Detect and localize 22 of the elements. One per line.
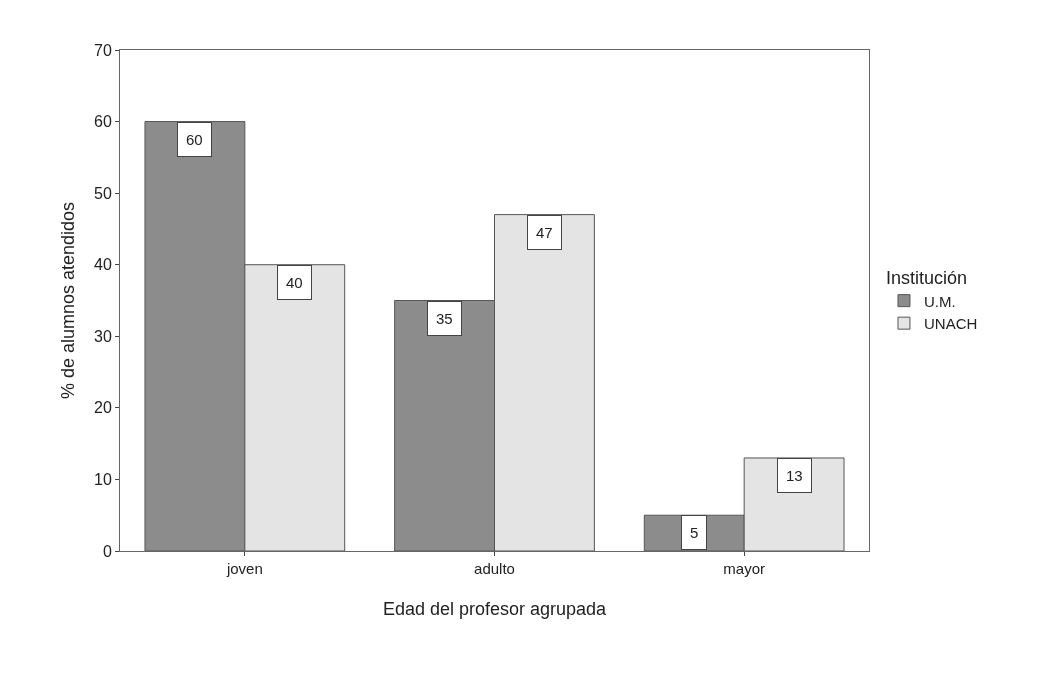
- y-tick-label: 20: [94, 399, 112, 417]
- y-tick-label: 70: [94, 41, 112, 59]
- data-label: 47: [536, 224, 553, 241]
- data-label: 5: [690, 524, 699, 541]
- legend-label: U.M.: [923, 292, 956, 310]
- legend-title: Institución: [885, 268, 968, 289]
- y-tick-label: 0: [102, 542, 112, 560]
- y-tick-label: 30: [94, 327, 112, 345]
- x-tick-label: adulto: [474, 560, 515, 577]
- y-tick-label: 10: [94, 471, 112, 489]
- y-tick-label: 60: [94, 113, 112, 131]
- y-tick-label: 50: [94, 184, 112, 202]
- y-tick-label: 40: [94, 256, 112, 274]
- x-tick-label: mayor: [723, 560, 766, 577]
- y-axis-title: % de alumnos atendidos: [58, 201, 78, 400]
- data-label: 40: [286, 274, 303, 291]
- data-label: 60: [186, 131, 203, 148]
- x-axis-title: Edad del profesor agrupada: [382, 599, 608, 619]
- data-label: 13: [786, 467, 803, 484]
- x-tick-label: joven: [225, 560, 263, 577]
- data-label: 35: [436, 310, 453, 327]
- legend-label: UNACH: [923, 315, 978, 332]
